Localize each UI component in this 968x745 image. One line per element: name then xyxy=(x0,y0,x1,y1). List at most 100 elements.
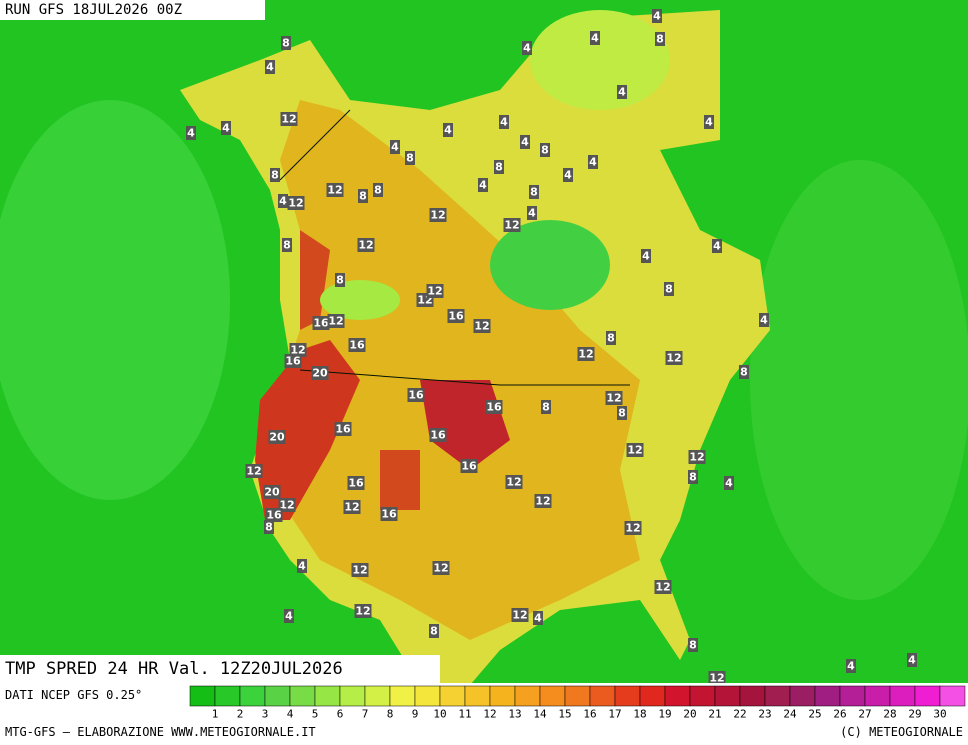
map-label-box xyxy=(343,500,361,514)
scale-tick-label: 30 xyxy=(933,708,946,721)
map-label-box xyxy=(511,608,529,622)
scale-tick-label: 25 xyxy=(808,708,821,721)
header-box xyxy=(0,0,265,20)
map-label-box xyxy=(334,422,352,436)
map-label-box xyxy=(358,189,368,203)
map-label-box xyxy=(540,143,550,157)
scale-box xyxy=(939,685,966,707)
scale-box xyxy=(864,685,891,707)
map-label: 12 xyxy=(358,239,373,252)
map-label-box xyxy=(655,32,665,46)
scale-tick-label: 24 xyxy=(783,708,797,721)
map-label: 12 xyxy=(327,184,342,197)
map-label-box xyxy=(443,123,453,137)
map-label-box xyxy=(432,561,450,575)
map-label-box xyxy=(278,194,288,208)
scale-tick-label: 13 xyxy=(508,708,521,721)
scale-box xyxy=(364,685,391,707)
map-label-box xyxy=(534,494,552,508)
map-label: 8 xyxy=(607,332,615,345)
map-label-box xyxy=(759,313,769,327)
map-label: 12 xyxy=(627,444,642,457)
map-label-box xyxy=(688,638,698,652)
map-label-box xyxy=(351,563,369,577)
map-label: 8 xyxy=(689,639,697,652)
scale-tick-label: 28 xyxy=(883,708,896,721)
map-label-box xyxy=(606,331,616,345)
map-label: 16 xyxy=(313,317,329,330)
scale-box xyxy=(264,685,291,707)
map-label: 8 xyxy=(740,366,748,379)
map-label-box xyxy=(739,365,749,379)
map-label: 4 xyxy=(528,207,536,220)
scale-tick-label: 19 xyxy=(658,708,671,721)
scale-tick-label: 4 xyxy=(287,708,294,721)
map-label: 4 xyxy=(500,116,508,129)
map-label-box xyxy=(265,508,283,522)
copyright-label: (C) METEOGIORNALE xyxy=(840,725,963,739)
map-label-box xyxy=(641,249,651,263)
map-label: 8 xyxy=(374,184,382,197)
map-label: 16 xyxy=(486,401,502,414)
map-label: 8 xyxy=(542,401,550,414)
map-label: 4 xyxy=(187,127,195,140)
scale-box xyxy=(439,685,466,707)
map-label: 8 xyxy=(271,169,279,182)
scale-box xyxy=(739,685,766,707)
map-label: 4 xyxy=(523,42,531,55)
map-label-box xyxy=(605,391,623,405)
scale-tick-label: 20 xyxy=(683,708,696,721)
scale-tick-label: 7 xyxy=(362,708,369,721)
map-label-box xyxy=(529,185,539,199)
map-label: 12 xyxy=(689,451,704,464)
map-label: 16 xyxy=(448,310,464,323)
map-label: 16 xyxy=(381,508,397,521)
scale-tick-label: 12 xyxy=(483,708,496,721)
map-label: 8 xyxy=(665,283,673,296)
map-label-box xyxy=(429,624,439,638)
map-label: 12 xyxy=(344,501,359,514)
map-label-box xyxy=(405,151,415,165)
map-label: 8 xyxy=(283,239,291,252)
scale-tick-label: 8 xyxy=(387,708,394,721)
map-label: 4 xyxy=(279,195,287,208)
scale-box xyxy=(339,685,366,707)
field-box xyxy=(0,655,440,683)
map-label-box xyxy=(347,476,365,490)
scale-box xyxy=(664,685,691,707)
map-label-box xyxy=(499,115,509,129)
map-label: 4 xyxy=(479,179,487,192)
map-label-box xyxy=(478,178,488,192)
map-label-box xyxy=(652,9,662,23)
map-label-box xyxy=(590,31,600,45)
scale-box xyxy=(639,685,666,707)
scale-box xyxy=(839,685,866,707)
map-label: 12 xyxy=(430,209,445,222)
map-label: 4 xyxy=(521,136,529,149)
map-label-box xyxy=(688,470,698,484)
map-label: 8 xyxy=(656,33,664,46)
map-label: 8 xyxy=(265,521,273,534)
map-label-box xyxy=(264,520,274,534)
map-label: 8 xyxy=(541,144,549,157)
scale-box xyxy=(914,685,941,707)
map-label-box xyxy=(503,218,521,232)
map-label: 12 xyxy=(290,344,305,357)
scale-tick-label: 11 xyxy=(458,708,471,721)
map-label-box xyxy=(426,284,444,298)
map-label: 8 xyxy=(282,37,290,50)
scale-tick-label: 10 xyxy=(433,708,446,721)
map-label: 16 xyxy=(335,423,351,436)
scale-tick-label: 27 xyxy=(858,708,871,721)
map-label: 4 xyxy=(298,560,306,573)
map-label-box xyxy=(541,400,551,414)
map-label-box xyxy=(617,406,627,420)
map-label: 20 xyxy=(269,431,285,444)
map-label: 12 xyxy=(352,564,367,577)
map-label-box xyxy=(354,604,372,618)
map-label: 8 xyxy=(406,152,414,165)
map-label-box xyxy=(712,239,722,253)
map-label-box xyxy=(522,41,532,55)
map-label-box xyxy=(357,238,375,252)
